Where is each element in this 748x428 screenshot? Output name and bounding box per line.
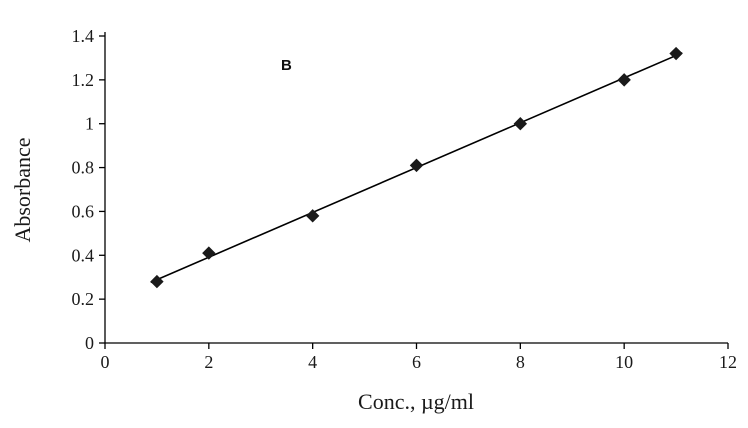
data-point-marker: [617, 73, 631, 87]
x-tick-label: 6: [412, 352, 421, 372]
y-axis-label: Absorbance: [10, 137, 35, 242]
x-tick-label: 2: [204, 352, 213, 372]
chart-plot-group: 0 0.2 0.4 0.6 0.8 1 1.2 1.4 0 2 4 6 8 10 12: [72, 26, 738, 372]
x-tick-label: 8: [516, 352, 525, 372]
data-point-marker: [202, 246, 216, 260]
y-tick-label: 1.2: [72, 70, 95, 90]
data-point-marker: [513, 117, 528, 131]
y-tick-label: 1: [85, 114, 94, 134]
x-axis-label: Conc., µg/ml: [358, 389, 474, 414]
data-point-marker: [409, 158, 424, 173]
x-tick-label: 4: [308, 352, 317, 372]
y-tick-label: 1.4: [72, 26, 95, 46]
y-tick-label: 0.2: [72, 289, 95, 309]
x-tick-label: 10: [615, 352, 633, 372]
data-point-marker: [305, 209, 320, 223]
x-tick-label: 12: [719, 352, 737, 372]
x-tick-label: 0: [101, 352, 110, 372]
chart-annotation: B: [281, 57, 292, 74]
y-tick-label: 0: [85, 333, 94, 353]
y-tick-label: 0.8: [72, 158, 95, 178]
data-point-marker: [150, 274, 164, 289]
data-point-marker: [669, 46, 683, 61]
y-tick-label: 0.6: [72, 201, 95, 221]
y-tick-label: 0.4: [72, 245, 95, 265]
